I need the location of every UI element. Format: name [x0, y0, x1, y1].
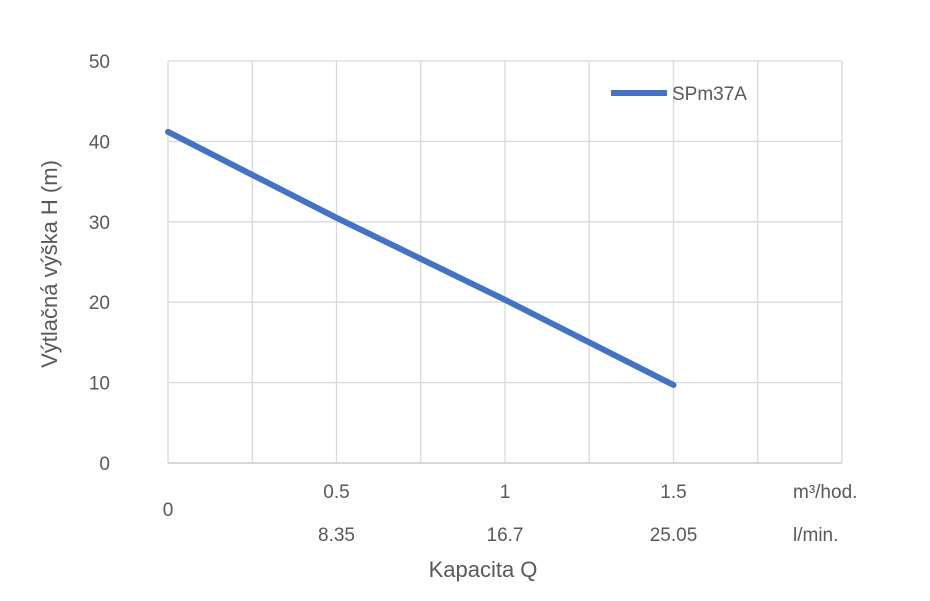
x-tick-label-primary: 0.5 — [323, 482, 349, 503]
y-axis-title: Výtlačná výška H (m) — [37, 160, 62, 368]
series-layer — [165, 128, 677, 388]
x-axis-ticks: 0 0.5 1 1.5 m³/hod. 8.35 16.7 25.05 l/min. — [163, 482, 858, 546]
x-axis-title: Kapacita Q — [429, 557, 538, 582]
y-axis-ticks: 0 10 20 30 40 50 — [89, 52, 110, 475]
y-tick-label: 30 — [89, 213, 110, 234]
x-tick-label-secondary: 8.35 — [318, 525, 355, 546]
x-tick-label-secondary: 25.05 — [650, 525, 698, 546]
y-tick-label: 40 — [89, 132, 110, 153]
y-tick-label: 50 — [89, 52, 110, 73]
x-unit-primary: m³/hod. — [793, 482, 857, 503]
y-tick-label: 0 — [99, 454, 110, 475]
series-line — [165, 128, 677, 388]
x-tick-label-secondary: 16.7 — [487, 525, 524, 546]
x-tick-label-origin: 0 — [163, 500, 174, 521]
x-unit-secondary: l/min. — [793, 525, 838, 546]
legend-label: SPm37A — [672, 84, 747, 105]
y-tick-label: 20 — [89, 293, 110, 314]
x-tick-label-primary: 1 — [500, 482, 511, 503]
y-tick-label: 10 — [89, 374, 110, 395]
grid — [167, 60, 843, 464]
x-tick-label-primary: 1.5 — [660, 482, 686, 503]
legend: SPm37A — [611, 84, 747, 105]
